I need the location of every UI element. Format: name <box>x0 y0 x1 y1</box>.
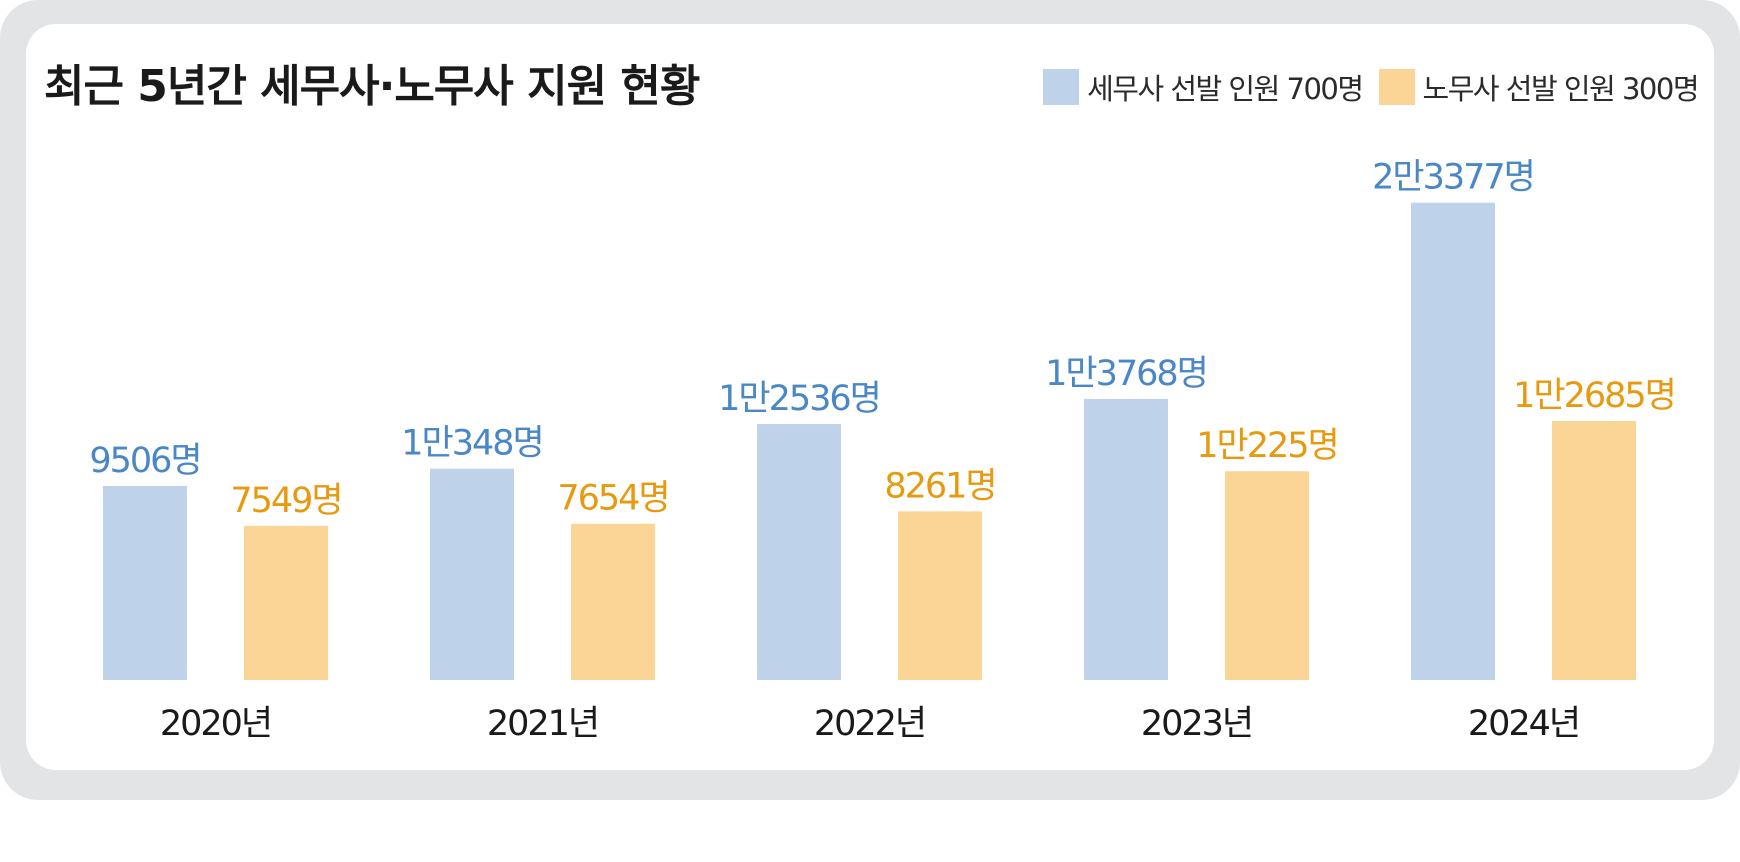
bar-labor-1 <box>244 525 328 680</box>
x-tick-label-5: 2024년 <box>1468 704 1579 744</box>
bar-labor-2 <box>571 523 655 680</box>
data-label-labor-1: 7549명 <box>230 481 341 521</box>
legend-swatch-labor <box>1378 69 1415 105</box>
bar-tax-1 <box>103 485 187 680</box>
chart-title: 최근 5년간 세무사·노무사 지원 현황 <box>44 61 700 112</box>
data-label-labor-3: 8261명 <box>884 466 995 506</box>
bar-labor-4 <box>1225 471 1309 680</box>
bar-tax-4 <box>1084 398 1168 680</box>
bar-tax-2 <box>430 468 514 680</box>
x-tick-label-4: 2023년 <box>1141 704 1252 744</box>
bar-labor-3 <box>898 511 982 680</box>
legend-swatch-tax <box>1043 69 1080 105</box>
bar-tax-3 <box>757 424 841 680</box>
data-label-tax-1: 9506명 <box>89 441 200 481</box>
legend-item-tax: 세무사 선발 인원 700명 <box>1043 66 1364 108</box>
data-label-tax-4: 1만3768명 <box>1045 354 1207 394</box>
legend-label-labor: 노무사 선발 인원 300명 <box>1422 72 1700 106</box>
legend: 세무사 선발 인원 700명 노무사 선발 인원 300명 <box>1043 66 1700 108</box>
x-tick-label-3: 2022년 <box>814 704 925 744</box>
x-tick-label-1: 2020년 <box>160 704 271 744</box>
x-tick-label-2: 2021년 <box>487 704 598 744</box>
bar-labor-5 <box>1552 421 1636 680</box>
data-label-labor-5: 1만2685명 <box>1513 376 1675 416</box>
data-label-labor-4: 1만225명 <box>1196 426 1337 466</box>
data-label-tax-5: 2만3377명 <box>1372 158 1534 198</box>
legend-label-tax: 세무사 선발 인원 700명 <box>1087 72 1364 106</box>
bar-tax-5 <box>1411 202 1495 680</box>
legend-item-labor: 노무사 선발 인원 300명 <box>1378 66 1700 108</box>
data-label-labor-2: 7654명 <box>557 479 668 519</box>
data-label-tax-3: 1만2536명 <box>718 379 880 419</box>
data-label-tax-2: 1만348명 <box>401 424 542 464</box>
